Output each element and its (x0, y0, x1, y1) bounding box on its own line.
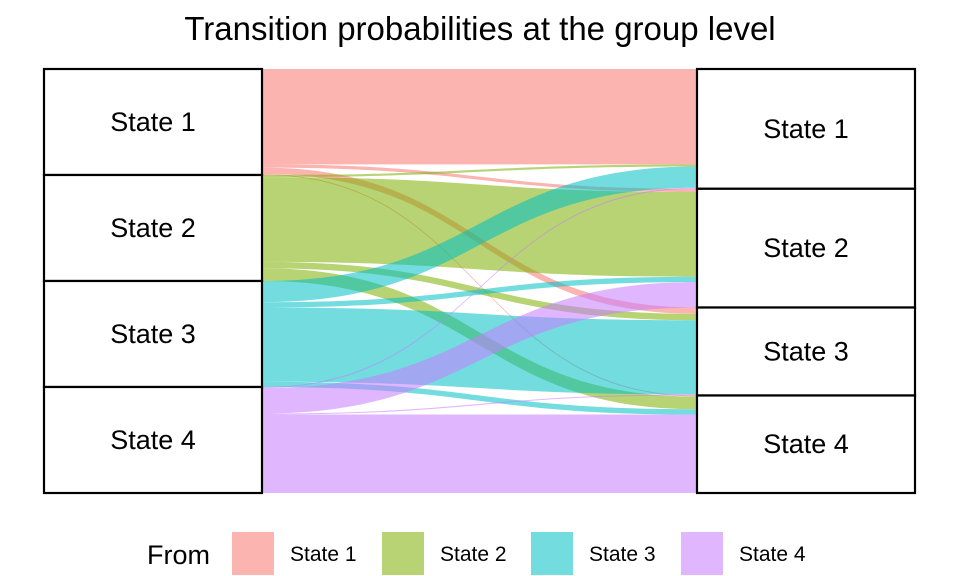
flow-4-to-3 (262, 394, 697, 415)
left-node-state-4: State 4 (42, 385, 264, 495)
right-node-label-1: State 1 (763, 114, 849, 144)
right-node-rect-1 (695, 67, 917, 190)
right-node-label-3: State 3 (763, 336, 849, 366)
legend-key-state-1 (232, 532, 274, 575)
legend-label-state-1: State 1 (290, 543, 357, 566)
right-node-state-2: State 2 (695, 187, 917, 309)
flow-1-to-4 (262, 173, 697, 397)
left-node-label-4: State 4 (110, 425, 196, 455)
left-node-rect-1 (42, 67, 264, 177)
legend-key-state-2 (382, 532, 424, 575)
right-node-rect-4 (695, 394, 917, 495)
flow-4-to-2 (262, 282, 697, 414)
flows-layer (262, 69, 697, 493)
legend-key-state-4 (681, 532, 723, 575)
right-node-rect-2 (695, 187, 917, 309)
left-node-state-3: State 3 (42, 279, 264, 389)
right-node-state-1: State 1 (695, 67, 917, 190)
right-node-label-2: State 2 (763, 233, 849, 263)
chart-title: Transition probabilities at the group le… (184, 10, 775, 47)
legend-label-state-3: State 3 (589, 543, 656, 566)
flow-2-to-1 (262, 164, 697, 178)
flow-4-to-1 (262, 187, 697, 389)
nodes-layer: State 1 State 2 State 3 State 4 State 1 State… (42, 67, 917, 495)
legend-title: From (147, 540, 210, 570)
right-node-state-3: State 3 (695, 306, 917, 397)
flow-4-to-4 (262, 414, 697, 493)
legend-label-state-4: State 4 (739, 543, 806, 566)
legend: From State 1 State 2 State 3 State 4 (147, 532, 806, 575)
legend-label-state-2: State 2 (440, 543, 507, 566)
left-node-label-3: State 3 (110, 319, 196, 349)
left-node-rect-4 (42, 385, 264, 495)
flow-1-to-1 (262, 69, 697, 165)
left-node-state-1: State 1 (42, 67, 264, 177)
right-node-rect-3 (695, 306, 917, 397)
left-node-state-2: State 2 (42, 173, 264, 283)
flow-1-to-2 (262, 164, 697, 192)
left-node-label-1: State 1 (110, 107, 196, 137)
legend-key-state-3 (531, 532, 573, 575)
right-node-label-4: State 4 (763, 429, 849, 459)
flow-3-to-2 (262, 276, 697, 308)
right-node-state-4: State 4 (695, 394, 917, 495)
flow-3-to-1 (262, 166, 697, 303)
left-node-label-2: State 2 (110, 213, 196, 243)
